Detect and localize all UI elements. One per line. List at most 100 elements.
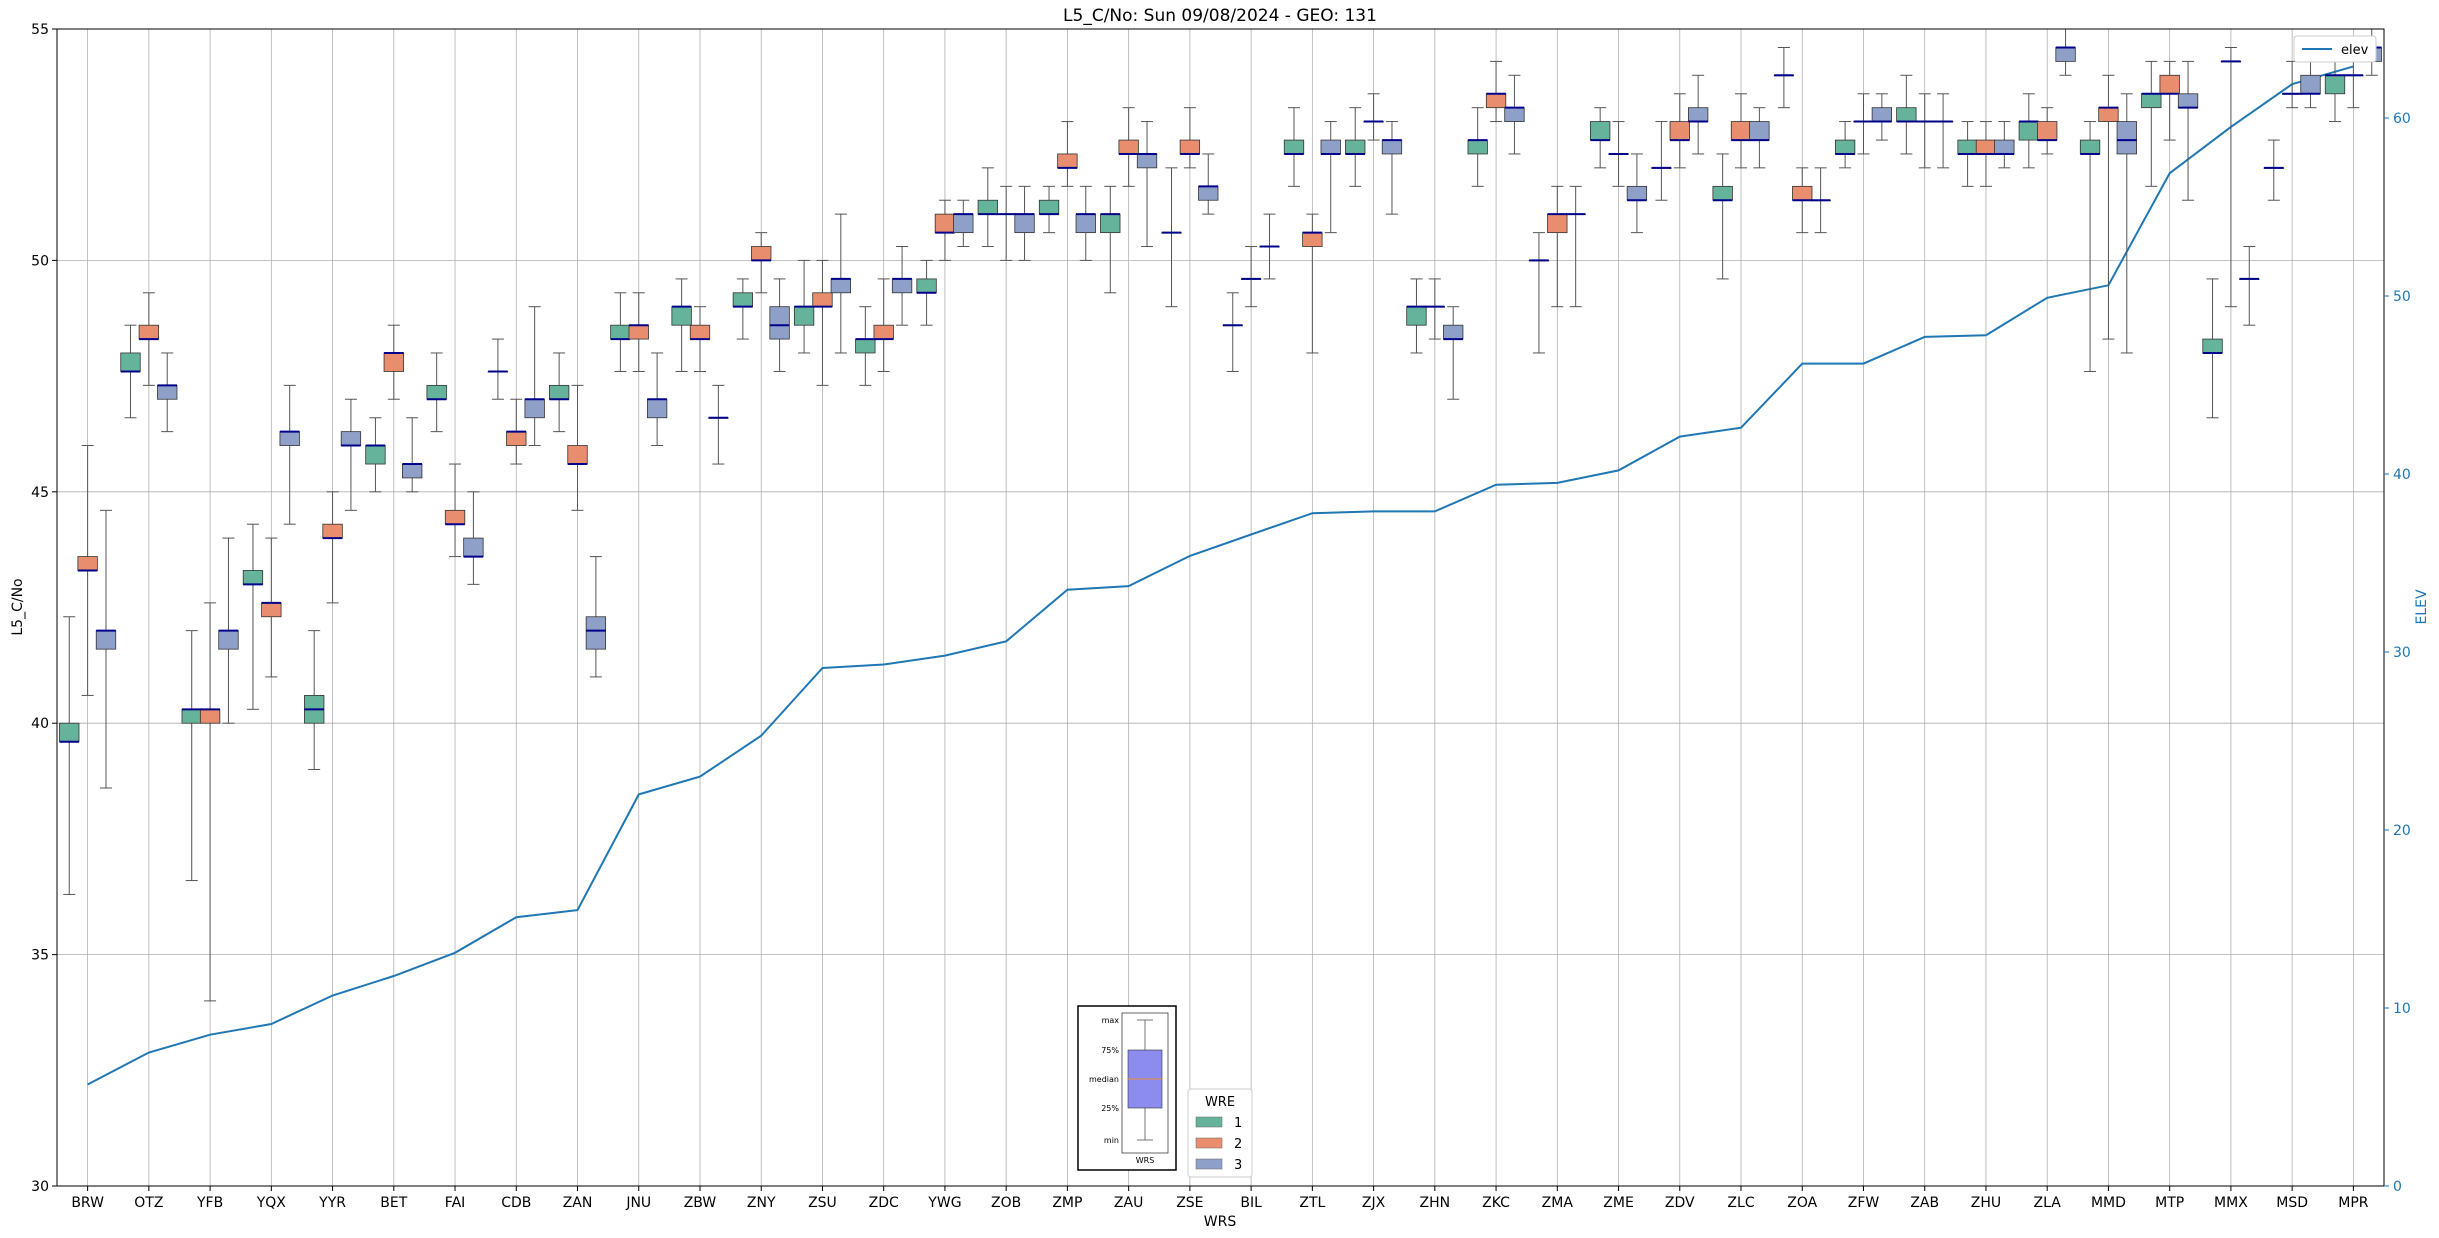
box-ZAU-wre1 bbox=[1100, 185, 1121, 294]
box-body-ZSU-wre2 bbox=[812, 292, 833, 308]
y-tick-label-45: 45 bbox=[31, 485, 49, 501]
box-ZLC-wre1 bbox=[1712, 153, 1733, 280]
box-body-ZMP-wre1 bbox=[1038, 199, 1060, 215]
plot-frame bbox=[56, 28, 2385, 1187]
y-tick-label-40: 40 bbox=[31, 716, 49, 732]
box-body-ZHU-wre1 bbox=[1957, 139, 1978, 155]
box-body-BET-wre3 bbox=[402, 463, 423, 479]
box-body-BET-wre1 bbox=[365, 445, 386, 465]
x-tick-label-MMD: MMD bbox=[2091, 1195, 2126, 1211]
box-body-YQX-wre3 bbox=[279, 431, 300, 446]
inset-label-median: median bbox=[1089, 1075, 1119, 1084]
x-tick-label-ZMP: ZMP bbox=[1052, 1195, 1082, 1211]
inset-label-25: 25% bbox=[1101, 1104, 1119, 1113]
box-body-ZLA-wre3 bbox=[2055, 47, 2076, 62]
box-body-ZTL-wre2 bbox=[1302, 232, 1323, 247]
y-tick-label-35: 35 bbox=[31, 948, 49, 964]
x-tick-label-ZTL: ZTL bbox=[1299, 1195, 1325, 1211]
box-body-ZKC-wre1 bbox=[1467, 139, 1488, 155]
box-MMD-wre1 bbox=[2079, 121, 2101, 372]
box-ZJX-wre3 bbox=[1381, 121, 1403, 215]
x-tick-label-ZHN: ZHN bbox=[1420, 1195, 1451, 1211]
box-body-ZDV-wre3 bbox=[1687, 107, 1709, 122]
box-ZOB-wre2 bbox=[996, 185, 1017, 261]
x-tick-label-ZLC: ZLC bbox=[1727, 1195, 1754, 1211]
x-tick-label-MSD: MSD bbox=[2276, 1195, 2308, 1211]
x-tick-label-ZME: ZME bbox=[1603, 1195, 1634, 1211]
box-YQX-wre1 bbox=[242, 523, 264, 710]
box-body-MMD-wre3 bbox=[2116, 121, 2137, 155]
box-ZOA-wre3 bbox=[1810, 167, 1831, 234]
box-body-OTZ-wre3 bbox=[157, 384, 178, 400]
box-BET-wre2 bbox=[383, 324, 404, 400]
box-ZHU-wre1 bbox=[1957, 121, 1978, 187]
box-FAI-wre3 bbox=[463, 491, 484, 585]
box-CDB-wre1 bbox=[487, 338, 509, 400]
box-JNU-wre1 bbox=[610, 292, 631, 372]
box-ZTL-wre3 bbox=[1320, 121, 1341, 234]
box-ZBW-wre1 bbox=[671, 278, 692, 372]
x-tick-label-ZKC: ZKC bbox=[1482, 1195, 1510, 1211]
box-ZBW-wre2 bbox=[689, 306, 711, 372]
box-ZOA-wre2 bbox=[1792, 167, 1813, 234]
box-body-ZFW-wre3 bbox=[1871, 107, 1893, 122]
box-YYR-wre1 bbox=[304, 630, 325, 770]
y2-tick-label-30: 30 bbox=[2393, 645, 2411, 661]
box-ZKC-wre1 bbox=[1467, 107, 1488, 187]
box-body-YWG-wre2 bbox=[934, 213, 956, 234]
chart-title: L5_C/No: Sun 09/08/2024 - GEO: 131 bbox=[1063, 6, 1377, 26]
box-body-ZAU-wre2 bbox=[1118, 139, 1139, 155]
x-tick-label-ZHU: ZHU bbox=[1971, 1195, 2001, 1211]
box-body-BRW-wre3 bbox=[95, 630, 117, 650]
box-ZMA-wre3 bbox=[1565, 185, 1586, 308]
box-body-ZSU-wre1 bbox=[793, 306, 815, 326]
x-tick-label-ZDC: ZDC bbox=[869, 1195, 899, 1211]
box-body-ZSE-wre2 bbox=[1179, 139, 1201, 155]
box-MMX-wre1 bbox=[2202, 278, 2223, 419]
x-tick-label-ZAU: ZAU bbox=[1114, 1195, 1143, 1211]
box-body-ZNY-wre1 bbox=[732, 292, 754, 308]
box-MSD-wre1 bbox=[2263, 139, 2284, 201]
box-body-CDB-wre3 bbox=[524, 398, 545, 419]
box-body-ZJX-wre3 bbox=[1381, 139, 1403, 155]
box-ZSU-wre2 bbox=[812, 259, 833, 386]
box-JNU-wre2 bbox=[628, 292, 649, 372]
box-body-ZHU-wre2 bbox=[1975, 139, 1997, 155]
box-ZDV-wre3 bbox=[1687, 74, 1709, 155]
x-tick-label-ZMA: ZMA bbox=[1542, 1195, 1574, 1211]
inset-label-max: max bbox=[1102, 1016, 1120, 1025]
box-ZME-wre1 bbox=[1590, 107, 1611, 169]
wre-legend-swatch-2 bbox=[1195, 1137, 1223, 1149]
box-body-ZNY-wre2 bbox=[751, 246, 772, 261]
x-tick-label-ZFW: ZFW bbox=[1848, 1195, 1880, 1211]
box-body-ZOB-wre3 bbox=[1014, 213, 1035, 234]
box-ZSU-wre1 bbox=[793, 259, 815, 354]
box-ZHN-wre2 bbox=[1424, 278, 1445, 340]
box-ZLA-wre2 bbox=[2037, 107, 2058, 155]
box-CDB-wre3 bbox=[524, 306, 545, 447]
x-tick-label-BRW: BRW bbox=[71, 1195, 104, 1211]
inset-axis-label: WRS bbox=[1136, 1156, 1155, 1165]
box-MMX-wre2 bbox=[2220, 47, 2242, 308]
box-body-OTZ-wre1 bbox=[120, 352, 141, 372]
x-tick-label-YFB: YFB bbox=[196, 1195, 223, 1211]
box-body-YFB-wre3 bbox=[218, 630, 239, 650]
box-MMD-wre2 bbox=[2098, 74, 2119, 340]
box-YQX-wre3 bbox=[279, 384, 300, 525]
box-body-ZOA-wre2 bbox=[1792, 185, 1813, 201]
box-CDB-wre2 bbox=[506, 398, 527, 465]
box-body-YWG-wre3 bbox=[953, 213, 974, 234]
box-YYR-wre3 bbox=[340, 398, 362, 511]
box-ZMP-wre3 bbox=[1075, 185, 1096, 261]
x-tick-label-CDB: CDB bbox=[501, 1195, 531, 1211]
x-tick-label-ZAB: ZAB bbox=[1910, 1195, 1939, 1211]
wre-legend-frame bbox=[1187, 1088, 1253, 1178]
box-MTP-wre1 bbox=[2141, 60, 2162, 187]
wre-legend-label-3: 3 bbox=[1234, 1158, 1242, 1173]
x-tick-label-ZSU: ZSU bbox=[808, 1195, 837, 1211]
box-body-ZDC-wre2 bbox=[873, 324, 894, 340]
box-body-YYR-wre2 bbox=[322, 523, 343, 539]
box-ZAN-wre2 bbox=[567, 384, 588, 511]
box-body-MTP-wre2 bbox=[2159, 74, 2180, 95]
box-ZAN-wre1 bbox=[548, 352, 570, 433]
